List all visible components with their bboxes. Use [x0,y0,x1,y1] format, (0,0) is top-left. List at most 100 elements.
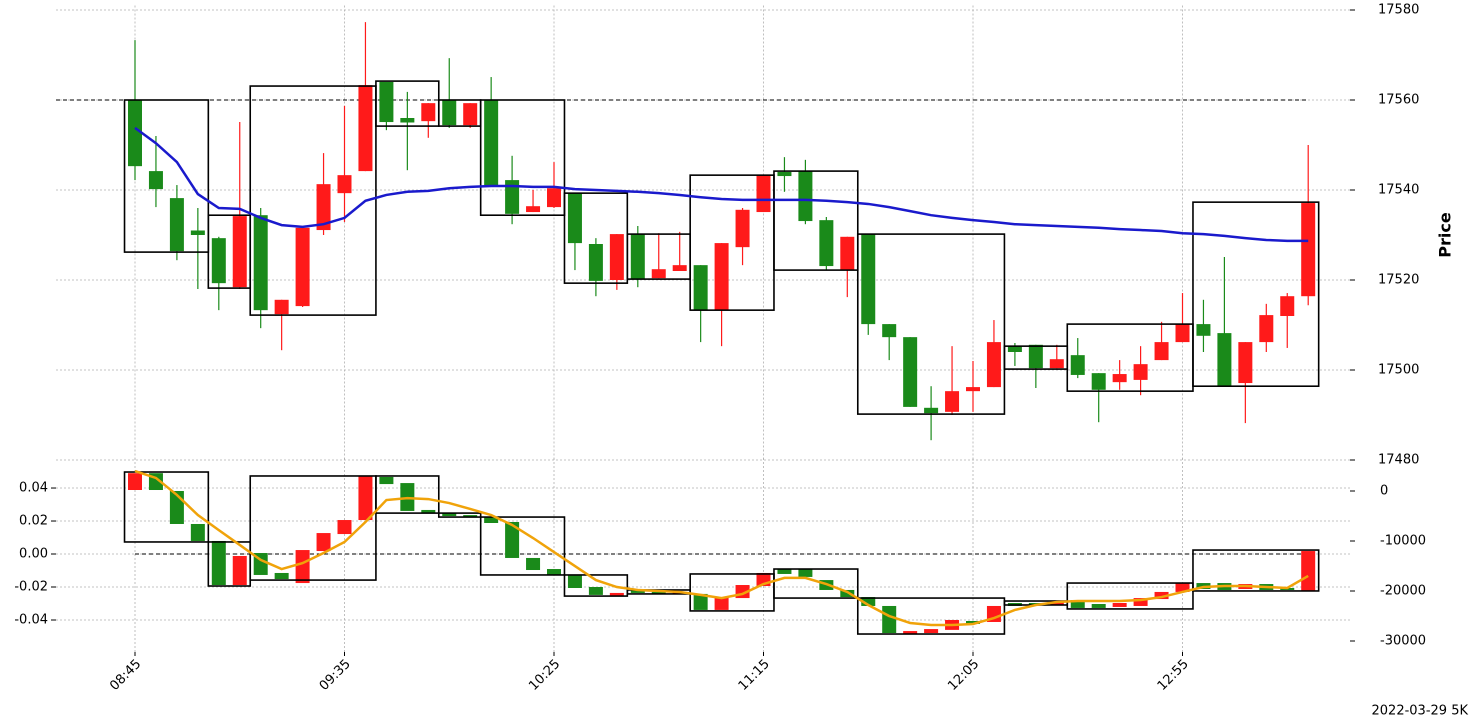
y-tick-label: 17540 [1378,183,1419,198]
candle-body [777,172,792,177]
candle-body [630,234,645,280]
candle-body [609,592,624,597]
candle-body [861,234,876,325]
range-box [375,475,440,514]
candle-body [735,209,750,248]
candle-body [672,265,687,271]
x-tick-label: 12:55 [1155,657,1192,694]
candle-body [1280,296,1295,316]
y-tick-label: 17480 [1378,453,1419,468]
y-tick-label: 17520 [1378,273,1419,288]
candle-body [1091,603,1106,608]
candle-body [588,244,603,281]
candle-body [1154,342,1169,361]
candle-body [463,515,478,518]
candle-body [421,509,436,514]
x-tick-label: 12:05 [945,657,982,694]
annotation: 2022-03-29 5K [1372,704,1469,719]
y-tick-label: 17500 [1378,363,1419,378]
candle-body [1007,346,1022,352]
candle-body [232,216,247,288]
x-tick-label: 08:45 [107,657,144,694]
y-tick-label: 0.00 [19,547,48,562]
candle-body [588,587,603,595]
candle-body [505,180,520,214]
candle-body [421,103,436,122]
x-tick-label: 09:35 [317,657,354,694]
candle-body [358,475,373,521]
candle-body [693,593,708,610]
candle-body [463,103,478,126]
candle-body [609,234,624,280]
candle-body [1175,583,1190,592]
line [134,126,1309,243]
candle-body [1301,203,1316,297]
candle-body [924,629,939,634]
candle-body [714,243,729,311]
candle-body [1175,324,1190,343]
candle-body [295,550,310,584]
candle-body [630,589,645,593]
y-axis-label: Price [1436,212,1455,258]
candle-body [756,175,771,213]
candle-body [986,342,1001,388]
y-tick-label: 17560 [1378,93,1419,108]
y-tick-label: 17580 [1378,3,1419,18]
range-box [563,574,629,597]
line [134,469,1309,627]
candle-body [1112,374,1127,383]
candle-body [484,100,499,186]
y-tick-label: -0.02 [14,580,48,595]
candle-body [295,227,310,307]
range-box [437,512,482,518]
candle-body [128,100,142,167]
range-box [479,99,566,216]
candle-body [316,533,331,552]
candle-body [966,387,980,392]
candle-body [505,522,520,558]
candle-body [777,569,792,574]
range-box [1066,323,1194,392]
candle-body [840,236,855,271]
candle-body [1196,324,1211,336]
range-box [1192,201,1320,387]
candle-body [379,82,394,123]
range-box [773,170,859,271]
candle-body [211,238,226,284]
y2-tick-label: -10000 [1380,534,1426,549]
candle-body [798,171,813,222]
candle-body [358,85,373,172]
candle-body [274,299,289,315]
candle-body [1070,355,1085,375]
candle-body [1028,344,1043,369]
range-box [479,516,566,576]
candle-body [400,118,415,123]
candle-body [190,230,205,235]
candle-body [966,620,980,624]
candle-body [442,513,457,517]
candle-body [861,597,876,606]
range-box [1066,582,1194,610]
candle-body [1133,364,1148,380]
candle-body [1070,600,1085,608]
candle-body [484,517,499,523]
x-tick-label: 11:15 [736,657,773,694]
range-box [1192,549,1320,592]
candle-body [1259,315,1274,343]
candle-body [1301,551,1316,591]
range-box [123,99,210,253]
y-tick-label: -0.04 [14,612,48,627]
y2-tick-label: 0 [1380,484,1388,499]
candle-body [651,269,666,279]
candle-body [819,220,834,267]
candle-body [337,520,352,535]
candle-body [693,265,708,311]
candle-body [903,631,918,635]
candle-body [526,206,541,213]
y2-tick-label: -30000 [1380,634,1426,649]
candle-body [882,605,897,634]
candle-body [169,198,184,252]
candle-body [567,193,582,244]
candle-body [567,574,582,588]
range-box [123,471,210,543]
